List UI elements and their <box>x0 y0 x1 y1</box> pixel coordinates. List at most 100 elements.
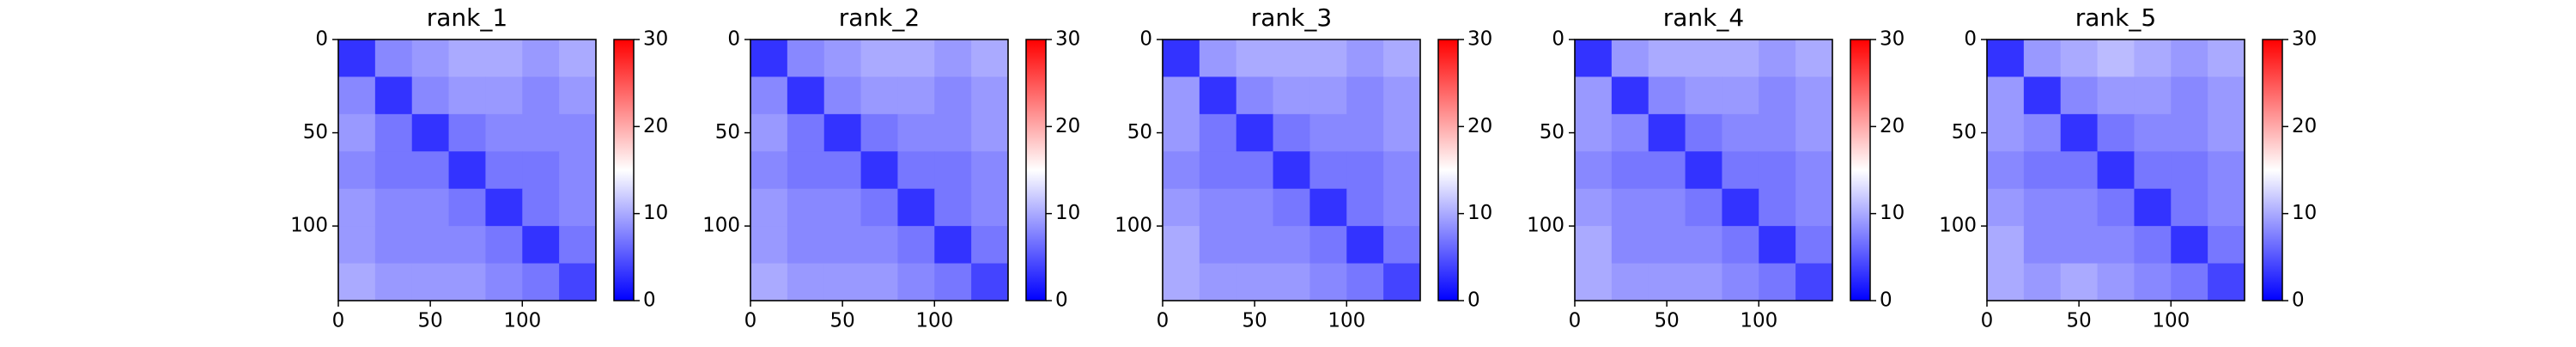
heatmap-cell <box>559 76 597 115</box>
x-tick-label: 0 <box>1981 310 1994 332</box>
y-tick-label: 50 <box>715 121 740 143</box>
heatmap-cell <box>1163 263 1200 301</box>
heatmap-cell <box>934 76 972 115</box>
heatmap-cell <box>860 226 898 265</box>
heatmap-cell <box>897 40 935 77</box>
heatmap-cell <box>1795 188 1833 227</box>
heatmap-cell <box>2171 188 2208 227</box>
heatmap-cell <box>1685 113 1722 152</box>
heatmap-cell <box>522 40 560 77</box>
heatmap-cell <box>1163 188 1200 227</box>
heatmap-cell <box>1722 188 1759 227</box>
x-tick-label: 50 <box>1655 310 1680 332</box>
heatmap-cell <box>971 76 1009 115</box>
x-tick-label: 0 <box>744 310 757 332</box>
heatmap-cell <box>971 151 1009 190</box>
heatmap-cell <box>2097 188 2135 227</box>
heatmap-cell <box>860 151 898 190</box>
x-tick-label: 0 <box>1569 310 1582 332</box>
panel-title: rank_5 <box>2075 3 2156 32</box>
heatmap-cell <box>338 76 376 115</box>
heatmap-cell <box>1199 76 1237 115</box>
heatmap-cell <box>559 113 597 152</box>
heatmap-cell <box>411 226 450 265</box>
heatmap-cell <box>1722 113 1759 152</box>
heatmap-cell <box>1722 226 1759 265</box>
heatmap-cell <box>1685 188 1722 227</box>
colorbar-tick-label: 10 <box>1055 202 1080 224</box>
heatmap-cell <box>1795 226 1833 265</box>
panel-title: rank_2 <box>839 3 920 32</box>
heatmap-cell <box>2134 113 2172 152</box>
heatmap-cell <box>485 263 523 301</box>
heatmap-cell <box>1236 76 1274 115</box>
axes-frame <box>337 39 597 301</box>
heatmap-cell <box>787 151 825 190</box>
axes-frame <box>1986 39 2245 301</box>
heatmap-cell <box>1685 263 1722 301</box>
heatmap-cell <box>1346 40 1384 77</box>
heatmap-cell <box>485 226 523 265</box>
heatmap-cell <box>897 113 935 152</box>
heatmap-cell <box>1346 188 1384 227</box>
heatmap-cell <box>2097 151 2135 190</box>
panel-title: rank_4 <box>1663 3 1744 32</box>
heatmap-cell <box>1575 40 1613 77</box>
heatmap-cell <box>934 113 972 152</box>
heatmap-cell <box>1309 40 1347 77</box>
heatmap-cell <box>1309 263 1347 301</box>
heatmap-cell <box>787 226 825 265</box>
colorbar-tick-label: 10 <box>643 202 668 224</box>
heatmap-cell <box>559 226 597 265</box>
heatmap-cell <box>860 40 898 77</box>
heatmap-cell <box>448 151 486 190</box>
colorbar-tick-label: 30 <box>1880 28 1905 51</box>
colorbar-tick-label: 10 <box>1467 202 1492 224</box>
heatmap-cell <box>1685 226 1722 265</box>
heatmap-cell <box>1987 113 2025 152</box>
heatmap-cell <box>2171 151 2208 190</box>
heatmap-cell <box>1575 226 1613 265</box>
heatmap-cell <box>1648 151 1686 190</box>
heatmap-cell <box>559 151 597 190</box>
heatmap-cell <box>1987 76 2025 115</box>
heatmap-cell <box>1759 188 1796 227</box>
colorbar <box>2262 39 2283 301</box>
heatmap-cell <box>1199 113 1237 152</box>
heatmap-cell <box>1163 40 1200 77</box>
y-tick-label: 100 <box>1527 215 1564 237</box>
heatmap-cell <box>1273 151 1310 190</box>
axes-frame <box>1162 39 1421 301</box>
heatmap-cell <box>1236 188 1274 227</box>
heatmap-cell <box>750 151 788 190</box>
colorbar-tick-label: 20 <box>643 115 668 137</box>
panel-title: rank_3 <box>1251 3 1332 32</box>
x-tick-label: 0 <box>1157 310 1170 332</box>
heatmap-cell <box>823 151 862 190</box>
heatmap-cell <box>2060 263 2099 301</box>
heatmap-cell <box>1611 188 1649 227</box>
heatmap-cell <box>374 263 413 301</box>
heatmap-cell <box>559 40 597 77</box>
heatmap-cell <box>1383 113 1421 152</box>
heatmap-cell <box>374 113 413 152</box>
heatmap-cell <box>860 188 898 227</box>
y-tick-label: 0 <box>315 28 328 51</box>
heatmap-cell <box>411 188 450 227</box>
heatmap-cell <box>1309 188 1347 227</box>
x-tick-label: 50 <box>418 310 443 332</box>
heatmap-cell <box>1611 151 1649 190</box>
heatmap-cell <box>934 151 972 190</box>
heatmap-cell <box>1273 263 1310 301</box>
heatmap-cell <box>1163 226 1200 265</box>
heatmap-cell <box>787 113 825 152</box>
y-tick-label: 100 <box>1115 215 1152 237</box>
heatmap-cell <box>823 76 862 115</box>
heatmap-cell <box>1575 113 1613 152</box>
heatmap-cell <box>1759 113 1796 152</box>
x-tick-label: 50 <box>830 310 855 332</box>
heatmap-cell <box>750 76 788 115</box>
heatmap-cell <box>860 113 898 152</box>
heatmap-cell <box>485 188 523 227</box>
heatmap-cell <box>897 226 935 265</box>
